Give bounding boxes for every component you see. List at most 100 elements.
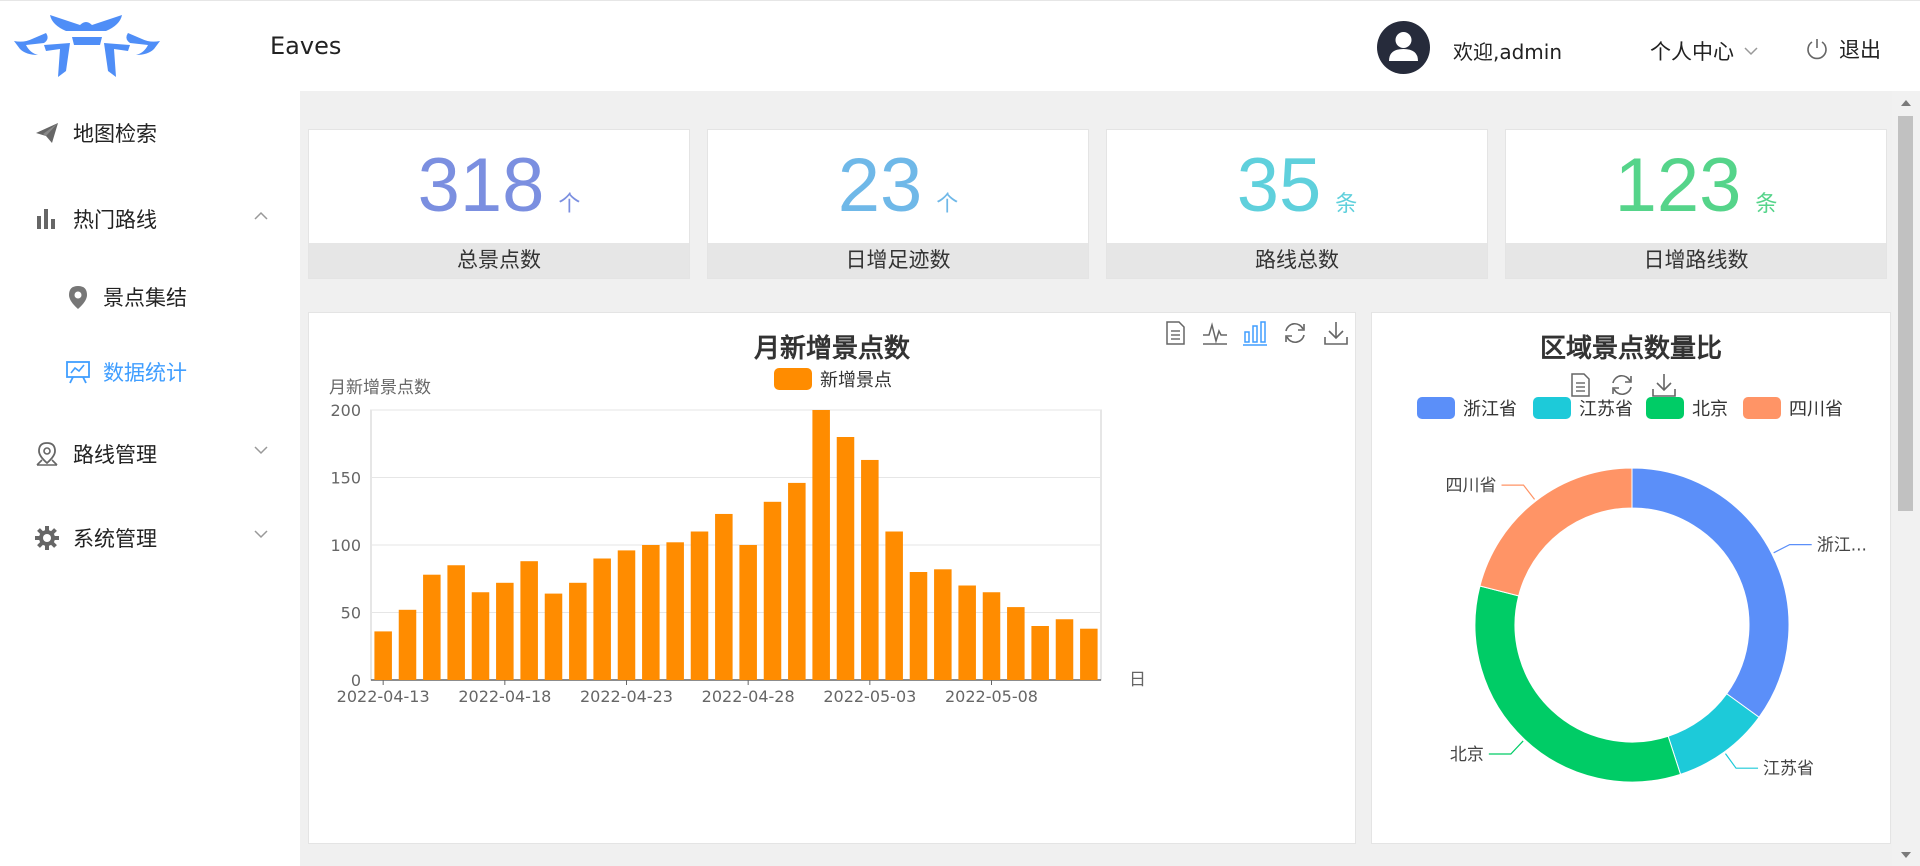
bar bbox=[836, 437, 855, 680]
sidebar-item-system-management[interactable]: 系统管理 bbox=[0, 510, 300, 566]
vertical-scrollbar[interactable] bbox=[1892, 91, 1920, 866]
y-tick-label: 0 bbox=[351, 671, 361, 690]
legend-swatch bbox=[774, 368, 812, 390]
bar bbox=[739, 545, 757, 680]
x-tick-label: 2022-05-08 bbox=[945, 687, 1038, 706]
stat-value: 123 条 bbox=[1506, 144, 1886, 246]
bar bbox=[763, 501, 782, 680]
bar bbox=[788, 482, 806, 680]
stat-number: 318 bbox=[417, 143, 545, 228]
chart-title: 月新增景点数 bbox=[753, 334, 910, 364]
scroll-down-arrow-icon[interactable] bbox=[1901, 852, 1911, 858]
y-axis-label: 月新增景点数 bbox=[329, 378, 431, 398]
data-view-icon[interactable] bbox=[1567, 372, 1593, 398]
bar bbox=[1055, 619, 1074, 680]
stat-card-daily-footprints: 23 个 日增足迹数 bbox=[707, 129, 1089, 279]
stat-unit: 条 bbox=[1755, 191, 1778, 216]
data-view-icon[interactable] bbox=[1162, 320, 1188, 346]
chevron-down-icon bbox=[254, 530, 268, 539]
download-icon[interactable] bbox=[1651, 372, 1677, 398]
app-logo[interactable] bbox=[14, 15, 160, 81]
bar bbox=[617, 550, 636, 680]
stat-unit: 个 bbox=[558, 191, 581, 216]
y-tick-label: 150 bbox=[330, 469, 361, 488]
legend-item[interactable]: 四川省 bbox=[1743, 395, 1843, 421]
pie-slice-label: 江苏省 bbox=[1763, 759, 1814, 779]
legend-swatch bbox=[1417, 397, 1455, 419]
stat-card-total-scenic: 318 个 总景点数 bbox=[308, 129, 690, 279]
pie-slice bbox=[1474, 585, 1682, 783]
pie-slice-label: 北京 bbox=[1450, 745, 1484, 765]
pie-slice-label: 浙江... bbox=[1817, 536, 1867, 556]
app-title: Eaves bbox=[270, 32, 342, 60]
stat-unit: 个 bbox=[936, 191, 959, 216]
location-pin-icon bbox=[69, 286, 87, 309]
chevron-down-icon bbox=[254, 446, 268, 455]
user-icon bbox=[1389, 32, 1418, 61]
y-tick-label: 200 bbox=[330, 401, 361, 420]
sidebar-item-map-search[interactable]: 地图检索 bbox=[0, 105, 300, 161]
stat-number: 35 bbox=[1236, 143, 1322, 228]
sidebar-item-data-statistics[interactable]: 数据统计 bbox=[0, 344, 300, 400]
sidebar-item-route-management[interactable]: 路线管理 bbox=[0, 426, 300, 482]
logout-button[interactable]: 退出 bbox=[1805, 34, 1881, 64]
x-tick-label: 2022-04-13 bbox=[337, 687, 430, 706]
sidebar-item-label: 路线管理 bbox=[73, 443, 157, 467]
bar bbox=[520, 561, 538, 680]
x-tick-label: 2022-04-28 bbox=[702, 687, 795, 706]
sidebar-item-scenic-cluster[interactable]: 景点集结 bbox=[0, 269, 300, 325]
sidebar-item-label: 地图检索 bbox=[73, 122, 157, 146]
pie-slice-label: 四川省 bbox=[1446, 476, 1497, 496]
stat-label: 路线总数 bbox=[1107, 243, 1487, 278]
refresh-icon[interactable] bbox=[1609, 372, 1635, 398]
bar bbox=[909, 572, 928, 680]
line-chart-icon[interactable] bbox=[1202, 320, 1228, 346]
x-axis-label: 日 bbox=[1129, 670, 1146, 690]
stat-unit: 条 bbox=[1335, 191, 1358, 216]
legend-label: 浙江省 bbox=[1463, 399, 1517, 420]
legend-item[interactable]: 北京 bbox=[1646, 395, 1728, 421]
sidebar-item-label: 景点集结 bbox=[103, 286, 187, 310]
legend-swatch bbox=[1646, 397, 1684, 419]
x-tick-label: 2022-04-18 bbox=[458, 687, 551, 706]
profile-menu-dropdown[interactable]: 个人中心 bbox=[1650, 36, 1758, 66]
pie-chart-panel: 区域景点数量比 浙江省 江苏省 北京 bbox=[1371, 312, 1891, 844]
stat-value: 23 个 bbox=[708, 144, 1088, 246]
bar bbox=[715, 513, 733, 680]
pie-chart: 浙江... 江苏省 北京 四川省 bbox=[1446, 467, 1867, 783]
bar bbox=[423, 574, 441, 680]
gear-icon bbox=[35, 526, 59, 550]
bar bbox=[1007, 607, 1025, 680]
legend-label: 新增景点 bbox=[820, 370, 892, 391]
stat-card-total-routes: 35 条 路线总数 bbox=[1106, 129, 1488, 279]
bar-chart-icon[interactable] bbox=[1242, 320, 1268, 346]
legend-item[interactable]: 浙江省 bbox=[1417, 395, 1517, 421]
x-tick-label: 2022-05-03 bbox=[823, 687, 916, 706]
scrollbar-thumb[interactable] bbox=[1898, 116, 1913, 511]
sidebar-item-hot-routes[interactable]: 热门路线 bbox=[0, 191, 300, 247]
legend-item[interactable]: 江苏省 bbox=[1533, 395, 1633, 421]
pie-slices bbox=[1474, 467, 1790, 783]
x-axis-ticks: 2022-04-13 2022-04-18 2022-04-23 2022-04-28… bbox=[337, 680, 1038, 706]
legend-item[interactable]: 新增景点 bbox=[774, 366, 892, 392]
download-icon[interactable] bbox=[1323, 320, 1349, 346]
bar bbox=[496, 582, 514, 680]
power-icon bbox=[1807, 39, 1827, 60]
bar bbox=[934, 569, 952, 680]
pie-label-line bbox=[1501, 484, 1536, 500]
stat-value: 35 条 bbox=[1107, 144, 1487, 246]
chart-title: 区域景点数量比 bbox=[1539, 334, 1722, 364]
sidebar: 地图检索 热门路线 景点集结 数据统计 bbox=[0, 91, 300, 866]
scroll-up-arrow-icon[interactable] bbox=[1901, 100, 1911, 106]
bar bbox=[593, 558, 611, 680]
bar bbox=[861, 459, 879, 680]
stat-number: 123 bbox=[1614, 143, 1742, 228]
x-tick-label: 2022-04-23 bbox=[580, 687, 673, 706]
avatar[interactable] bbox=[1377, 21, 1430, 74]
main-content: 318 个 总景点数 23 个 日增足迹数 35 条 路线总数 123 条 日增路线数 … bbox=[300, 91, 1892, 866]
refresh-icon[interactable] bbox=[1282, 320, 1308, 346]
presentation-icon bbox=[66, 361, 90, 384]
bar bbox=[447, 565, 465, 680]
legend-swatch bbox=[1743, 397, 1781, 419]
chevron-up-icon bbox=[254, 211, 268, 220]
